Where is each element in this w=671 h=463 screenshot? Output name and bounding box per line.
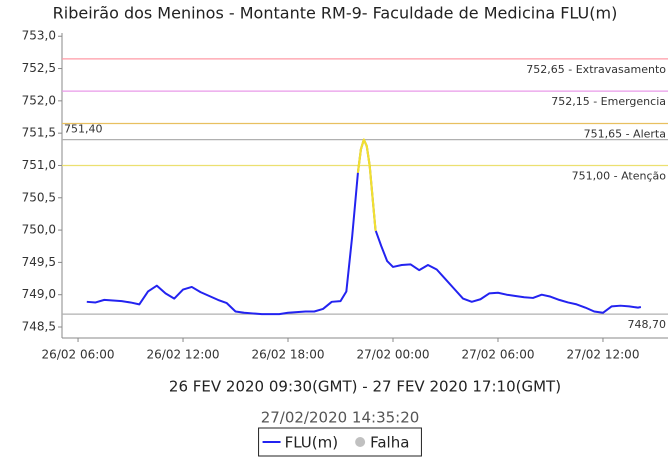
legend-box <box>258 427 422 457</box>
x-tick-label: 26/02 06:00 <box>42 348 115 362</box>
x-tick-label: 27/02 00:00 <box>357 348 430 362</box>
y-tick-label: 749,5 <box>22 255 56 269</box>
legend-swatch <box>355 437 366 447</box>
highlight-segment <box>365 144 371 167</box>
legend-label: Falha <box>370 434 409 452</box>
y-tick-label: 752,5 <box>22 61 56 75</box>
threshold-label: 751,65 - Alerta <box>584 127 666 140</box>
y-tick-label: 749,0 <box>22 287 56 301</box>
timestamp: 27/02/2020 14:35:20 <box>261 409 420 427</box>
chart-title: Ribeirão dos Meninos - Montante RM-9- Fa… <box>53 4 618 23</box>
y-tick-label: 751,5 <box>22 126 56 140</box>
y-tick-label: 753,0 <box>22 29 56 43</box>
threshold-label: 751,40 <box>64 123 103 136</box>
threshold-label: 751,00 - Atenção <box>572 169 667 182</box>
threshold-label: 752,65 - Extravasamento <box>526 63 666 76</box>
threshold-label: 748,70 <box>628 318 667 331</box>
y-tick-label: 752,0 <box>22 93 56 107</box>
legend-label: FLU(m) <box>285 434 339 452</box>
highlight-segment <box>368 164 377 232</box>
x-tick-label: 27/02 06:00 <box>461 348 534 362</box>
y-tick-label: 750,5 <box>22 190 56 204</box>
x-tick-label: 26/02 12:00 <box>147 348 220 362</box>
highlight-segment <box>356 148 363 174</box>
y-tick-label: 750,0 <box>22 223 56 237</box>
threshold-label: 752,15 - Emergencia <box>551 95 666 108</box>
y-tick-label: 748,5 <box>22 320 56 334</box>
highlight-segment <box>362 138 368 148</box>
y-tick-label: 751,0 <box>22 158 56 172</box>
highlight-segment <box>359 138 365 151</box>
x-tick-label: 26/02 18:00 <box>252 348 325 362</box>
x-tick-label: 27/02 12:00 <box>566 348 639 362</box>
chart-subtitle: 26 FEV 2020 09:30(GMT) - 27 FEV 2020 17:… <box>169 378 561 396</box>
